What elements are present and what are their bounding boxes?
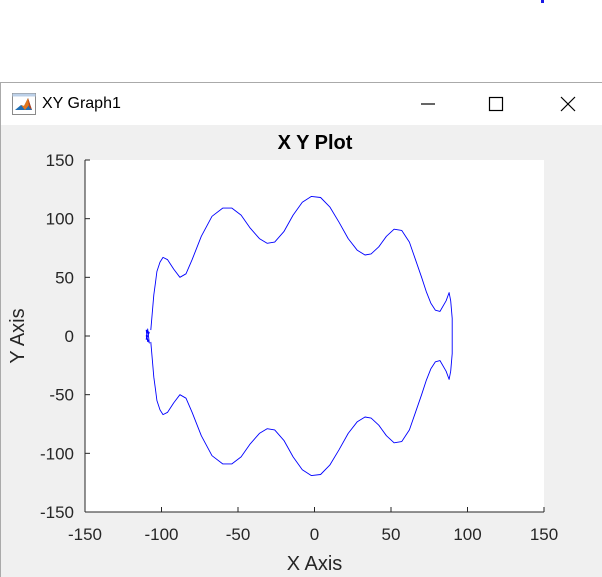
window-title: XY Graph1 <box>42 95 121 112</box>
x-tick-label: 50 <box>382 525 401 544</box>
y-tick-label: 0 <box>65 327 74 346</box>
matlab-logo-icon <box>12 93 36 115</box>
y-tick-label: 50 <box>55 268 74 287</box>
maximize-icon <box>488 96 504 112</box>
plot-area[interactable] <box>85 160 544 512</box>
series-line-small-loop <box>145 328 150 344</box>
y-tick-label: -50 <box>49 386 74 405</box>
x-tick-label: -100 <box>144 525 178 544</box>
close-icon <box>560 96 576 112</box>
minimize-icon <box>421 103 435 105</box>
ticks-layer: -150 -100 -50 0 50 100 150 -150 -100 -50 0 50 100 150 <box>40 151 558 544</box>
minimize-button[interactable] <box>405 83 451 125</box>
x-axis-label: X Axis <box>287 553 343 575</box>
x-tick-label: -50 <box>226 525 251 544</box>
maximize-button[interactable] <box>473 83 519 125</box>
series-line-main <box>150 195 453 477</box>
background-artifact <box>541 0 544 3</box>
x-tick-label: 0 <box>310 525 319 544</box>
x-tick-label: -150 <box>68 525 102 544</box>
title-bar[interactable]: XY Graph1 <box>1 83 602 125</box>
y-tick-label: -150 <box>40 503 74 522</box>
plot-title: X Y Plot <box>277 132 353 154</box>
x-tick-label: 150 <box>530 525 558 544</box>
y-tick-label: -100 <box>40 444 74 463</box>
series-layer <box>145 195 453 477</box>
close-button[interactable] <box>545 83 591 125</box>
x-tick-label: 100 <box>453 525 481 544</box>
y-axis-label: Y Axis <box>7 308 29 363</box>
y-tick-label: 100 <box>46 210 74 229</box>
y-tick-label: 150 <box>46 151 74 170</box>
